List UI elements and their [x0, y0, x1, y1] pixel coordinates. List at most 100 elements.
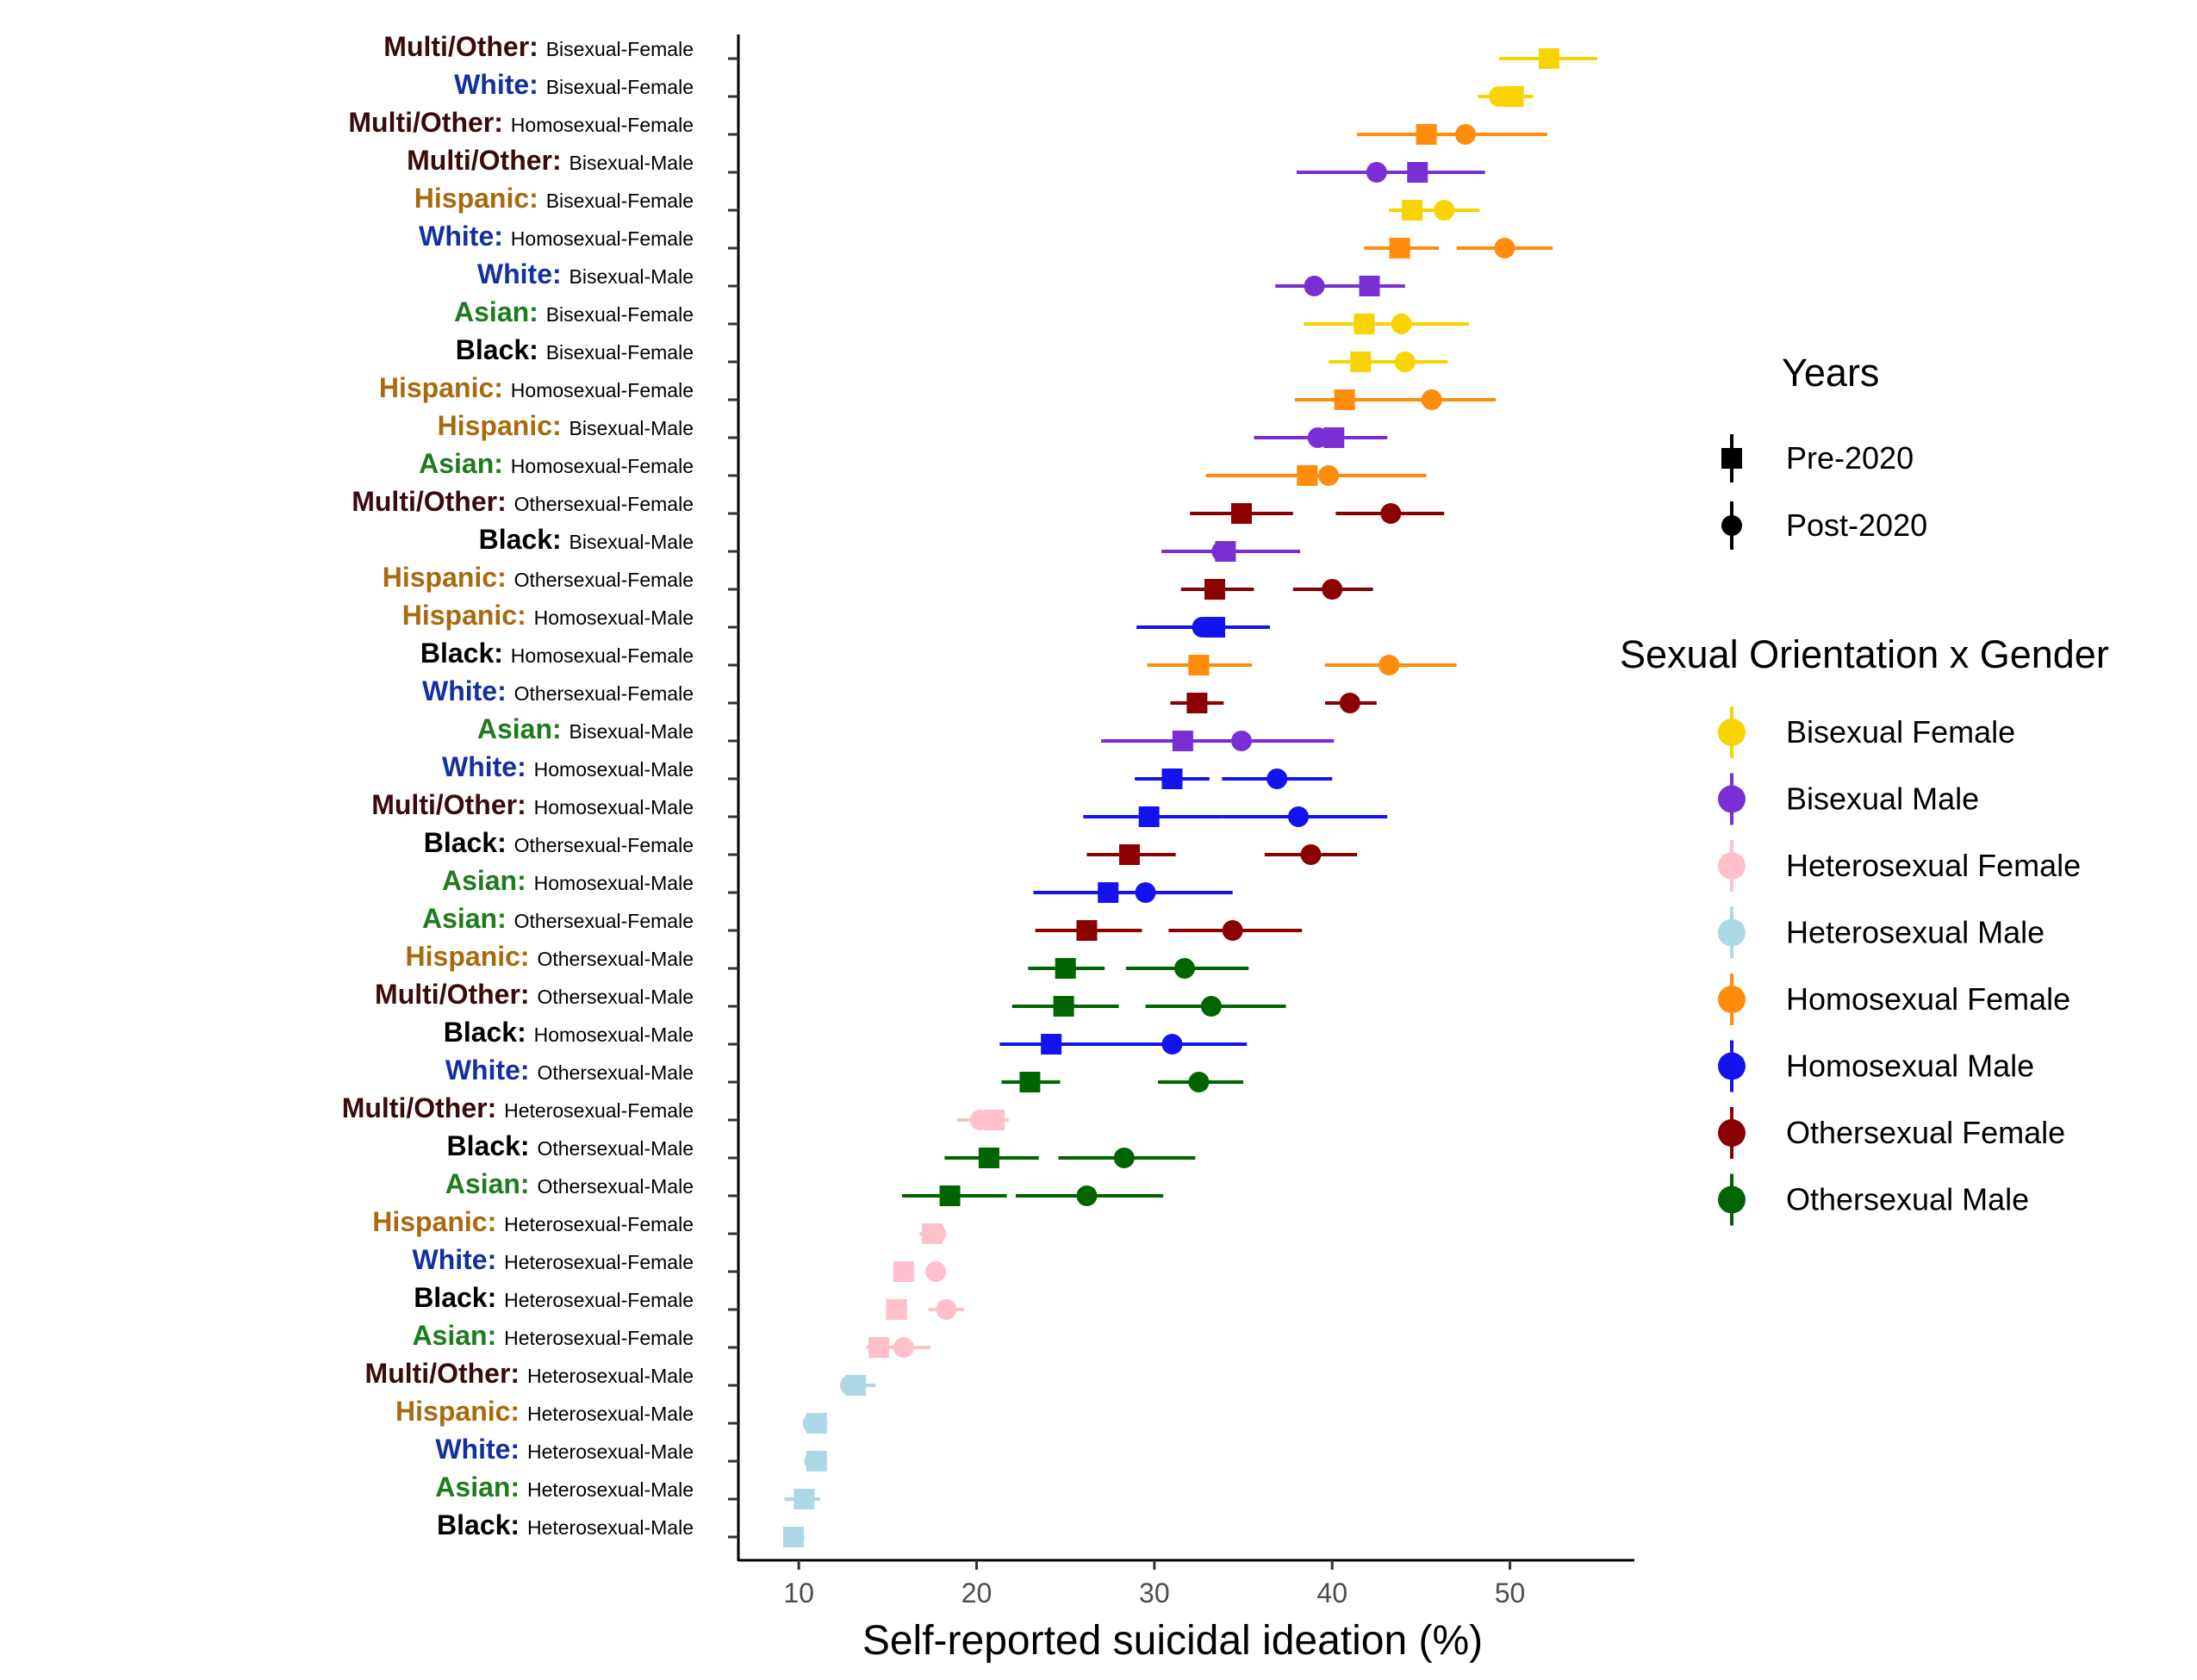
race-label: Black: — [456, 334, 546, 365]
post-2020-point — [1339, 693, 1360, 713]
legend-group-label: Heterosexual Female — [1786, 848, 2081, 883]
race-label: Multi/Other: — [407, 145, 569, 176]
post-2020-point — [1379, 655, 1400, 675]
pre-2020-point — [845, 1375, 867, 1396]
pre-2020-point — [1118, 844, 1140, 865]
row-label: Black: Homosexual-Male — [444, 1017, 694, 1048]
race-label: Multi/Other: — [342, 1092, 504, 1123]
post-2020-point — [1267, 768, 1288, 789]
row-label: Black: Othersexual-Male — [447, 1130, 694, 1161]
post-2020-point — [1454, 124, 1476, 145]
row-label: Multi/Other: Heterosexual-Female — [342, 1092, 694, 1123]
pre-2020-point — [886, 1299, 907, 1320]
race-label: Hispanic: — [372, 1206, 504, 1237]
legend-group-dot-icon — [1718, 1119, 1746, 1147]
legend-group-label: Heterosexual Male — [1786, 915, 2045, 950]
race-label: Black: — [479, 524, 569, 555]
race-label: White: — [477, 258, 569, 289]
race-label: Multi/Other: — [365, 1358, 527, 1389]
group-label: Homosexual-Female — [511, 644, 694, 667]
race-label: Black: — [447, 1130, 538, 1161]
race-label: Asian: — [422, 903, 514, 934]
post-2020-point — [1200, 996, 1222, 1017]
row-label: White: Homosexual-Male — [442, 751, 694, 782]
group-label: Bisexual-Female — [546, 190, 694, 212]
row-label: Black: Heterosexual-Male — [437, 1509, 694, 1540]
race-label: Hispanic: — [395, 1396, 527, 1427]
race-label: Black: — [437, 1509, 527, 1540]
pre-2020-point — [1055, 958, 1076, 979]
post-2020-point — [1173, 958, 1195, 979]
row-label: Asian: Bisexual-Female — [454, 296, 694, 327]
group-label: Othersexual-Female — [514, 834, 694, 856]
group-label: Bisexual-Male — [569, 417, 694, 439]
row-label: Multi/Other: Bisexual-Female — [383, 31, 694, 62]
pre-2020-point — [1538, 48, 1559, 69]
race-label: Black: — [444, 1017, 534, 1048]
race-label: White: — [412, 1244, 504, 1275]
row-label: Asian: Heterosexual-Female — [412, 1320, 694, 1351]
row-label: White: Bisexual-Female — [454, 69, 694, 100]
row-label: Multi/Other: Bisexual-Male — [407, 145, 694, 176]
row-label: White: Bisexual-Male — [477, 258, 694, 289]
pre-2020-point — [978, 1148, 999, 1168]
post-2020-point — [1230, 731, 1252, 751]
row-label: Black: Heterosexual-Female — [414, 1282, 694, 1313]
legend-group-dot-icon — [1718, 918, 1746, 947]
pre-2020-point — [984, 1110, 1005, 1130]
post-2020-point — [936, 1299, 957, 1320]
pre-2020-point — [1334, 389, 1355, 410]
race-label: Hispanic: — [383, 562, 514, 593]
pre-2020-point — [1161, 768, 1183, 789]
row-label: Asian: Othersexual-Female — [422, 903, 694, 934]
group-label: Othersexual-Male — [537, 1175, 694, 1198]
legend-group-dot-icon — [1718, 785, 1746, 813]
row-label: White: Othersexual-Male — [445, 1055, 694, 1086]
pre-2020-point — [1041, 1034, 1062, 1055]
race-label: Multi/Other: — [383, 31, 545, 62]
post-2020-point — [1421, 389, 1442, 410]
post-2020-point — [1391, 314, 1412, 334]
legend-group-dot-icon — [1718, 1052, 1746, 1080]
race-label: White: — [419, 221, 511, 252]
x-tick-label: 30 — [1139, 1577, 1170, 1608]
group-label: Homosexual-Male — [534, 758, 694, 781]
row-label: Multi/Other: Othersexual-Female — [352, 486, 694, 517]
group-label: Heterosexual-Male — [527, 1478, 694, 1501]
group-label: Homosexual-Male — [534, 607, 694, 629]
post-2020-point — [1135, 882, 1156, 903]
race-label: Asian: — [442, 865, 534, 896]
pre-2020-point — [1172, 731, 1193, 751]
pre-2020-point — [1053, 996, 1074, 1017]
race-label: Black: — [424, 827, 514, 858]
legend-groups-title: Sexual Orientation x Gender — [1620, 632, 2109, 676]
race-label: Asian: — [445, 1168, 538, 1199]
legend-years-title: Years — [1782, 351, 1879, 395]
pre-2020-point — [1359, 276, 1380, 296]
pre-2020-point — [1350, 352, 1372, 372]
pre-2020-point — [1186, 693, 1208, 713]
post-2020-point — [1380, 503, 1402, 524]
group-label: Bisexual-Female — [546, 38, 694, 60]
group-label: Homosexual-Male — [534, 1024, 694, 1046]
group-label: Heterosexual-Female — [504, 1099, 694, 1122]
race-label: Asian: — [477, 713, 569, 744]
pre-2020-point — [1138, 806, 1160, 827]
group-label: Bisexual-Female — [546, 76, 694, 98]
row-label: Hispanic: Heterosexual-Male — [395, 1396, 694, 1427]
row-label: Asian: Othersexual-Male — [445, 1168, 694, 1199]
pre-2020-point — [1416, 124, 1437, 145]
row-label: White: Heterosexual-Female — [412, 1244, 694, 1275]
row-label: Black: Othersexual-Female — [424, 827, 694, 858]
pre-2020-point — [1230, 503, 1252, 524]
group-label: Bisexual-Female — [546, 303, 694, 326]
post-2020-point — [1366, 162, 1387, 183]
group-label: Othersexual-Female — [514, 682, 694, 705]
group-label: Othersexual-Male — [537, 948, 694, 970]
pre-2020-point — [868, 1337, 890, 1358]
race-label: Asian: — [419, 448, 511, 479]
legend-circle-icon — [1721, 515, 1742, 536]
race-label: White: — [454, 69, 546, 100]
group-label: Othersexual-Male — [537, 1137, 694, 1160]
row-label: White: Heterosexual-Male — [435, 1434, 694, 1465]
